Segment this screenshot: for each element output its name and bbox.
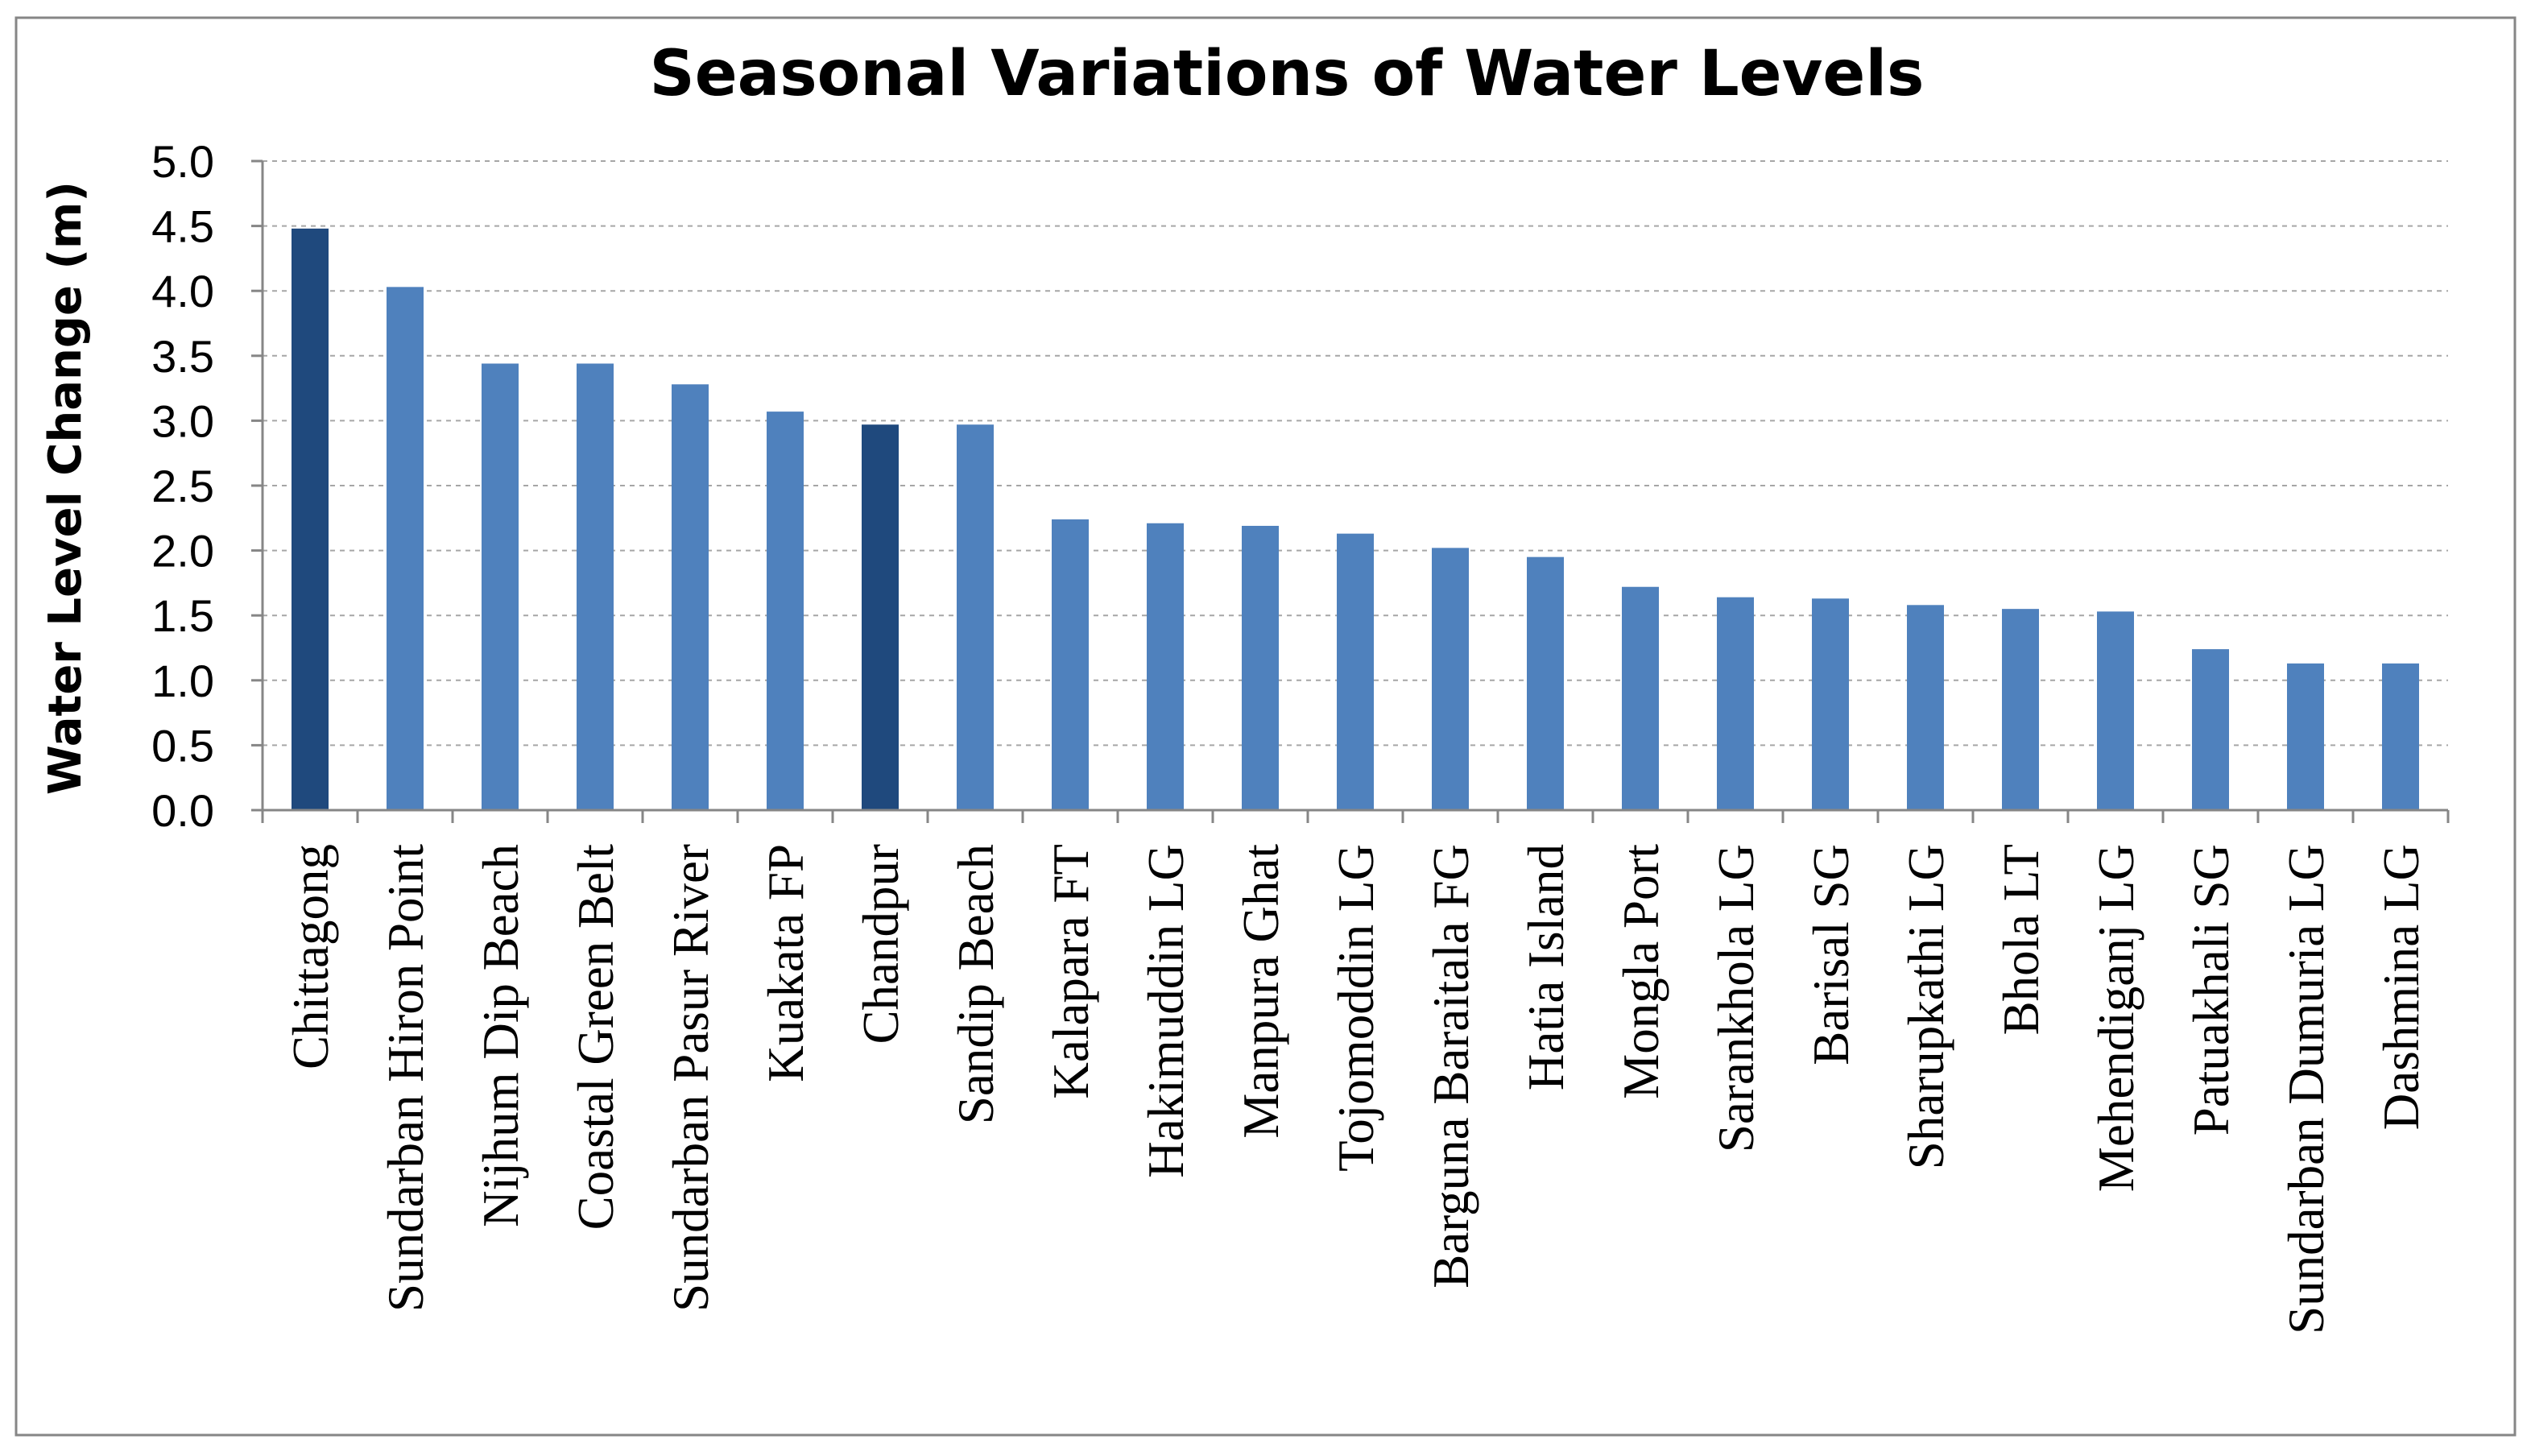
bar-12 bbox=[1432, 548, 1469, 810]
x-tick-label-1: Sundarban Hiron Point bbox=[378, 844, 434, 1312]
bar-17 bbox=[1907, 605, 1944, 810]
bar-16 bbox=[1812, 598, 1849, 810]
x-tick-label-22: Dashmina LG bbox=[2373, 844, 2430, 1130]
y-tick-label-7: 3.5 bbox=[151, 331, 214, 382]
x-tick-label-12: Barguna Baraitala FG bbox=[1423, 844, 1479, 1288]
bar-18 bbox=[2002, 609, 2039, 810]
bar-7 bbox=[957, 424, 994, 810]
bar-11 bbox=[1337, 533, 1374, 810]
x-tick-label-17: Sharupkathi LG bbox=[1898, 844, 1954, 1169]
bar-10 bbox=[1242, 525, 1279, 810]
x-tick-labels: Chittagong Sundarban Hiron Point Nijhum Di… bbox=[283, 844, 2430, 1334]
x-tick-label-20: Patuakhali SG bbox=[2183, 844, 2239, 1135]
y-axis-label: Water Level Change (m) bbox=[39, 181, 92, 795]
x-tick-label-9: Hakimuddin LG bbox=[1138, 844, 1194, 1178]
x-tick-label-10: Manpura Ghat bbox=[1233, 844, 1289, 1139]
x-tick-label-16: Barisal SG bbox=[1803, 844, 1859, 1065]
bar-9 bbox=[1147, 523, 1184, 810]
bar-20 bbox=[2192, 649, 2229, 810]
x-tick-label-21: Sundarban Dumuria LG bbox=[2278, 844, 2335, 1334]
bar-2 bbox=[482, 363, 519, 810]
chart-border bbox=[14, 16, 2517, 1437]
bar-3 bbox=[577, 363, 614, 810]
x-tick-label-8: Kalapara FT bbox=[1043, 844, 1099, 1099]
bar-5 bbox=[767, 412, 804, 810]
x-tick-label-11: Tojomoddin LG bbox=[1328, 844, 1384, 1172]
bar-21 bbox=[2287, 663, 2324, 810]
bar-4 bbox=[672, 384, 709, 810]
bars bbox=[292, 228, 2419, 811]
bar-22 bbox=[2382, 663, 2419, 810]
bar-15 bbox=[1717, 597, 1754, 810]
bar-8 bbox=[1052, 519, 1089, 810]
x-tick-label-2: Nijhum Dip Beach bbox=[473, 844, 529, 1227]
chart-title: Seasonal Variations of Water Levels bbox=[650, 38, 1925, 110]
y-tick-label-8: 4.0 bbox=[151, 266, 214, 316]
y-tick-label-1: 0.5 bbox=[151, 720, 214, 771]
x-tick-label-18: Bhola LT bbox=[1993, 844, 2049, 1035]
y-tick-label-3: 1.5 bbox=[151, 590, 214, 641]
x-tick-label-13: Hatia Island bbox=[1518, 844, 1574, 1090]
bar-1 bbox=[387, 287, 424, 810]
x-tick-label-6: Chandpur bbox=[853, 844, 909, 1044]
bar-19 bbox=[2097, 611, 2134, 810]
x-tick-label-19: Mehendiganj LG bbox=[2088, 844, 2144, 1192]
bar-13 bbox=[1527, 556, 1564, 810]
y-tick-label-5: 2.5 bbox=[151, 461, 214, 511]
y-tick-label-4: 2.0 bbox=[151, 526, 214, 577]
x-tick-label-7: Sandip Beach bbox=[948, 844, 1004, 1124]
x-tick-label-0: Chittagong bbox=[283, 844, 339, 1069]
y-tick-labels: 0.0 0.5 1.0 1.5 2.0 2.5 3.0 3.5 4.0 4.5 5.0 bbox=[151, 136, 214, 836]
y-tick-label-10: 5.0 bbox=[151, 136, 214, 187]
bar-6 bbox=[862, 424, 899, 810]
x-tick-label-3: Coastal Green Belt bbox=[568, 844, 624, 1231]
bar-14 bbox=[1622, 586, 1659, 810]
y-tick-label-6: 3.0 bbox=[151, 395, 214, 446]
bar-0 bbox=[292, 228, 329, 811]
x-tick-label-14: Mongla Port bbox=[1613, 844, 1669, 1099]
y-tick-label-9: 4.5 bbox=[151, 201, 214, 252]
x-tick-label-4: Sundarban Pasur River bbox=[663, 844, 719, 1312]
y-tick-label-0: 0.0 bbox=[151, 785, 214, 836]
y-tick-label-2: 1.0 bbox=[151, 656, 214, 706]
axes bbox=[251, 159, 2450, 823]
x-tick-label-5: Kuakata FP bbox=[758, 844, 814, 1082]
x-tick-label-15: Sarankhola LG bbox=[1708, 844, 1764, 1152]
